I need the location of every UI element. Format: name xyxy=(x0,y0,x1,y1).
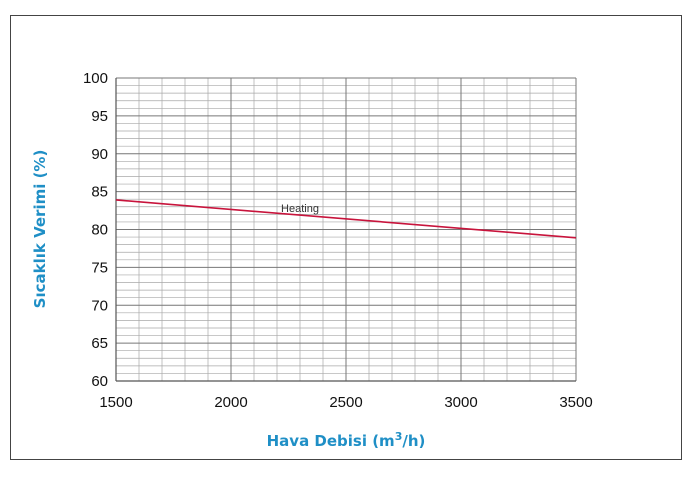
y-tick-label: 100 xyxy=(83,70,108,87)
x-tick-label: 1500 xyxy=(99,394,132,411)
x-tick-label: 3500 xyxy=(559,394,592,411)
y-axis-title: Sıcaklık Verimi (%) xyxy=(31,150,49,309)
x-tick-label: 2500 xyxy=(329,394,362,411)
y-tick-label: 65 xyxy=(91,335,108,352)
y-tick-label: 60 xyxy=(91,373,108,390)
y-tick-label: 80 xyxy=(91,222,108,239)
x-tick-label: 3000 xyxy=(444,394,477,411)
x-axis-title: Hava Debisi (m3/h) xyxy=(267,430,426,450)
y-tick-label: 90 xyxy=(91,146,108,163)
y-tick-label: 95 xyxy=(91,108,108,125)
y-tick-label: 70 xyxy=(91,297,108,314)
y-tick-label: 85 xyxy=(91,184,108,201)
series-group: Heating xyxy=(115,199,577,239)
axes xyxy=(115,78,576,382)
y-tick-labels: 60 65 70 75 80 85 90 95 100 xyxy=(83,70,108,390)
series-label-heating: Heating xyxy=(281,203,319,215)
y-tick-label: 75 xyxy=(91,259,108,276)
x-tick-labels: 1500 2000 2500 3000 3500 xyxy=(99,394,592,411)
x-tick-label: 2000 xyxy=(214,394,247,411)
series-line-heating xyxy=(115,199,577,239)
